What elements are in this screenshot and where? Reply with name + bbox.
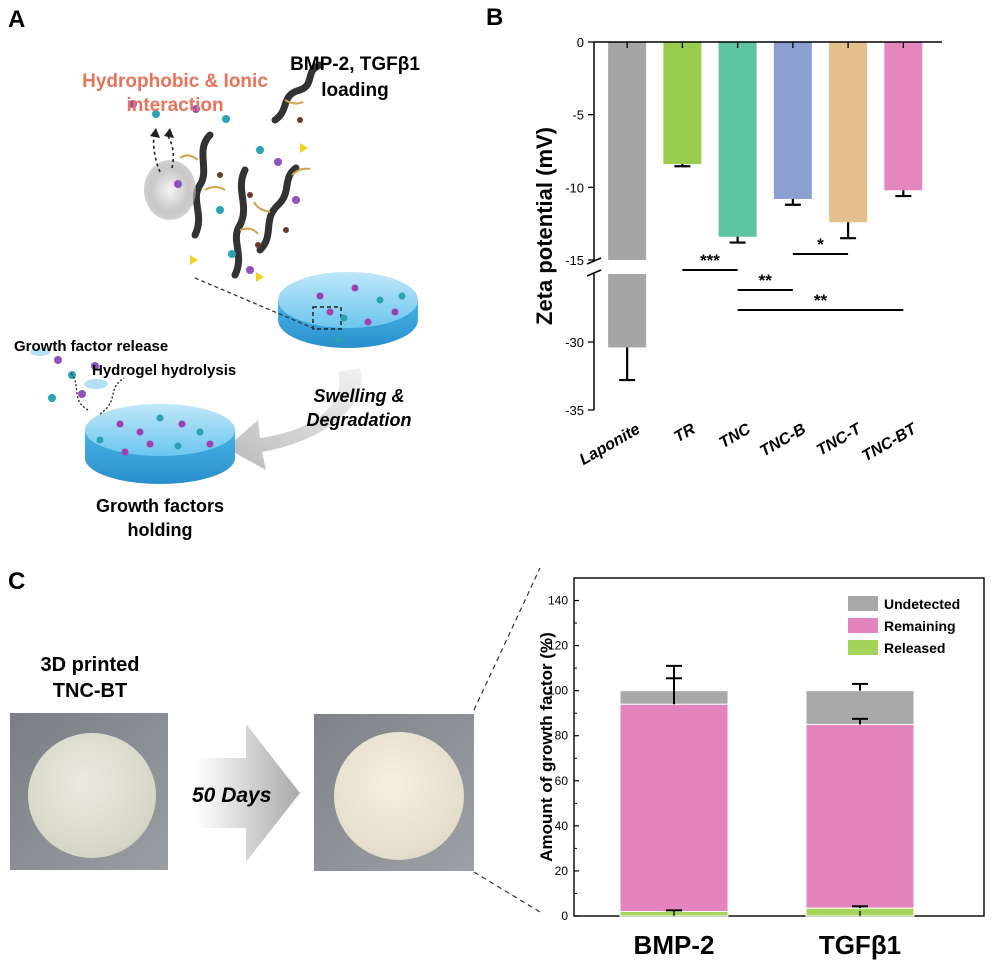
- y-tick-label-4: -30: [565, 335, 584, 350]
- y-tick-label-2: -10: [565, 180, 584, 195]
- y-tick-label-1: -5: [572, 108, 584, 123]
- bar-laponite-lower: [608, 274, 647, 348]
- molecules-top: [129, 100, 300, 274]
- y-tick-label-2: 40: [555, 819, 569, 833]
- category-label-tnc-b: TNC-B: [757, 421, 809, 461]
- y-axis-title: Zeta potential (mV): [532, 127, 557, 325]
- axis-break-mark-1: [586, 257, 602, 265]
- photo-day50: [314, 714, 474, 871]
- photo-day0: [10, 713, 168, 870]
- y-tick-label-4: 80: [555, 729, 569, 743]
- panel-c-letter: C: [8, 568, 26, 595]
- legend-label-released: Released: [884, 640, 945, 656]
- significance-label-0: ***: [700, 251, 720, 270]
- axis-break-gap: [584, 261, 952, 273]
- growth-factor-chart: 0 20 40 60 80 100 120 140 Amount of growth facto…: [537, 577, 985, 960]
- hydrogel-sample-day0: [28, 733, 156, 858]
- yellow-tips: [190, 143, 308, 282]
- y-tick-label-5: -35: [565, 403, 584, 418]
- loading-label: BMP-2, TGFβ1 loading: [280, 52, 430, 104]
- y-tick-label-6: 120: [548, 639, 568, 653]
- holding-label-line2: holding: [127, 520, 193, 540]
- category-label-tnc: TNC: [717, 421, 754, 452]
- axis-break-mark-2: [586, 269, 602, 277]
- polymer-chains: [191, 61, 324, 279]
- holding-label-line1: Growth factors: [95, 496, 224, 516]
- interaction-label: Hydrophobic & Ionic interaction: [70, 70, 280, 118]
- category-label-laponite: Laponite: [577, 421, 643, 469]
- interaction-label-line1: Hydrophobic & Ionic: [82, 71, 268, 92]
- category-label-tnc-t: TNC-T: [814, 420, 865, 459]
- significance-label-1: **: [759, 271, 773, 290]
- bar-tr: [663, 42, 702, 165]
- category-label-bmp-2: BMP-2: [634, 930, 715, 960]
- swelling-label-line2: Degradation: [306, 410, 412, 430]
- category-label-tgfβ1: TGFβ1: [819, 930, 901, 960]
- legend-label-remaining: Remaining: [884, 618, 956, 634]
- bar-tnc-bt: [884, 42, 923, 191]
- bar-tnc-t: [829, 42, 868, 223]
- loading-label-line1: BMP-2, TGFβ1: [290, 54, 420, 75]
- swelling-label-line1: Swelling &: [313, 386, 405, 406]
- hydrophobic-pocket: [144, 160, 196, 220]
- plot-frame: [573, 577, 985, 917]
- panel-a-letter: A: [8, 6, 26, 33]
- panel-b-letter: B: [486, 4, 504, 31]
- swelling-label: Swelling & Degradation: [284, 384, 434, 432]
- y-tick-label-3: 60: [555, 774, 569, 788]
- hydrogel-disc-top: [278, 272, 418, 348]
- loading-label-line2: loading: [321, 80, 389, 101]
- panel-a-schematic: [30, 61, 418, 484]
- bar-tnc-b: [773, 42, 812, 199]
- hydrogel-sample-day50: [334, 732, 464, 860]
- category-label-tr: TR: [671, 421, 698, 447]
- legend-label-undetected: Undetected: [884, 596, 960, 612]
- y-tick-label-7: 140: [548, 594, 568, 608]
- bar-bmp-2-remaining: [619, 703, 729, 912]
- zeta-potential-chart: 0 -5 -10 -15 -30 -35 Zeta potential (mV) Laponi…: [532, 35, 952, 469]
- legend-swatch-undetected: [848, 596, 878, 611]
- y-tick-label-0: 0: [577, 35, 584, 50]
- printed-label-line1: 3D printed: [40, 654, 140, 676]
- legend-swatch-released: [848, 640, 878, 655]
- bar-laponite-upper: [608, 42, 647, 260]
- y-tick-label-1: 20: [555, 864, 569, 878]
- y-tick-label-0: 0: [561, 909, 568, 923]
- hydrolysis-label: Hydrogel hydrolysis: [92, 362, 237, 379]
- swelling-arrow: [226, 368, 363, 470]
- significance-label-3: **: [814, 291, 828, 310]
- y-axis-title: Amount of growth factor (%): [537, 632, 556, 861]
- significance-label-2: *: [817, 235, 824, 254]
- y-tick-label-3: -15: [565, 253, 584, 268]
- bar-tgfβ1-remaining: [805, 723, 915, 909]
- side-chains: [179, 99, 311, 235]
- days-arrow: [196, 724, 300, 862]
- interaction-label-line2: interaction: [126, 95, 224, 116]
- release-label: Growth factor release: [14, 338, 169, 355]
- bar-tnc: [718, 42, 757, 237]
- released-molecules: [30, 348, 125, 415]
- category-label-tnc-bt: TNC-BT: [859, 420, 920, 465]
- printed-label: 3D printed TNC-BT: [20, 652, 160, 704]
- days-label: 50 Days: [192, 784, 272, 807]
- holding-label: Growth factors holding: [70, 494, 250, 542]
- legend-swatch-remaining: [848, 618, 878, 633]
- y-tick-label-5: 100: [548, 684, 568, 698]
- printed-label-line2: TNC-BT: [52, 680, 128, 702]
- hydrogel-disc-bottom: [85, 404, 235, 484]
- zoom-lines: [473, 567, 541, 913]
